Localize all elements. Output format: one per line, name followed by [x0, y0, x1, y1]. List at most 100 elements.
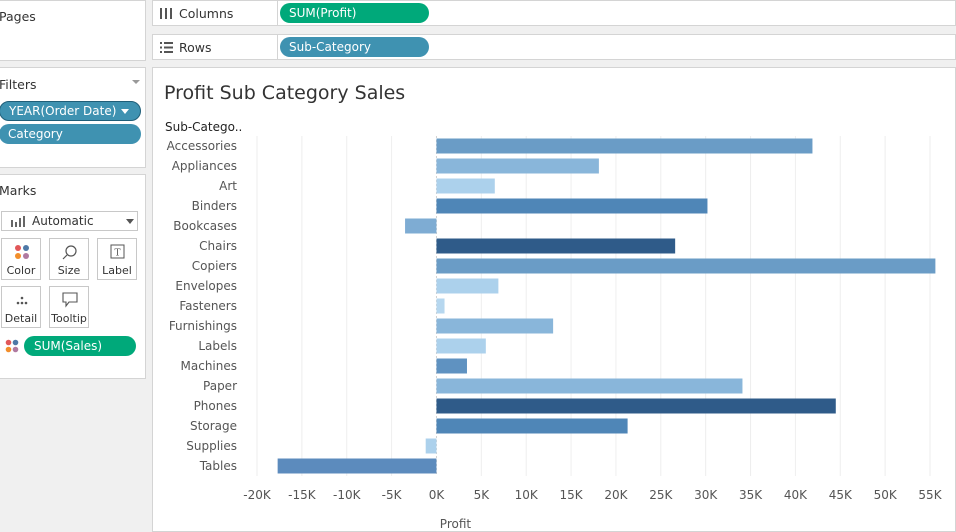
detail-dots-icon: [16, 296, 28, 305]
marks-title: Marks: [0, 183, 37, 198]
filter-pill-category[interactable]: Category: [0, 124, 141, 144]
x-tick-label: 35K: [739, 488, 763, 502]
columns-pill-sum-profit[interactable]: SUM(Profit): [280, 3, 429, 23]
bar: [436, 258, 936, 274]
filter-pill-year-order-date[interactable]: YEAR(Order Date): [0, 101, 141, 121]
category-label: Paper: [203, 379, 237, 393]
marks-color-label: Color: [6, 264, 36, 277]
bar: [436, 178, 495, 194]
category-label: Labels: [198, 339, 237, 353]
x-tick-label: 55K: [918, 488, 942, 502]
bar: [436, 378, 743, 394]
text-label-icon: T: [110, 244, 125, 259]
bar: [405, 218, 437, 234]
bar: [436, 418, 628, 434]
color-field-pill[interactable]: SUM(Sales): [24, 336, 136, 356]
bar: [436, 138, 813, 154]
marks-label-button[interactable]: T Label: [97, 238, 137, 280]
marks-color-button[interactable]: Color: [1, 238, 41, 280]
bar: [277, 458, 437, 474]
color-dots-icon: [5, 339, 19, 353]
x-tick-label: 30K: [694, 488, 718, 502]
rows-shelf: Rows Sub-Category: [152, 34, 956, 60]
x-tick-label: 20K: [604, 488, 628, 502]
category-label: Envelopes: [175, 279, 237, 293]
bar: [436, 278, 499, 294]
x-tick-label: -15K: [288, 488, 317, 502]
bar: [436, 338, 486, 354]
bar: [436, 158, 599, 174]
marks-card: Marks Automatic Color Size T Label D: [0, 174, 146, 379]
marks-detail-button[interactable]: Detail: [1, 286, 41, 328]
chevron-down-icon[interactable]: [132, 80, 140, 84]
columns-shelf-label: Columns: [179, 6, 234, 21]
category-label: Supplies: [186, 439, 237, 453]
svg-text:T: T: [114, 249, 120, 259]
pages-card: Pages: [0, 0, 146, 61]
x-tick-label: -5K: [382, 488, 403, 502]
x-tick-label: 10K: [515, 488, 539, 502]
shelf-divider: [277, 1, 278, 25]
color-dots-icon: [15, 245, 29, 259]
category-label: Storage: [190, 419, 237, 433]
category-label: Appliances: [172, 159, 237, 173]
rows-pill-sub-category[interactable]: Sub-Category: [280, 37, 429, 57]
category-label: Accessories: [167, 139, 237, 153]
x-tick-label: -20K: [243, 488, 272, 502]
sheet-title: Profit Sub Category Sales: [164, 82, 406, 104]
rows-icon: [160, 42, 173, 53]
bar: [425, 438, 437, 454]
mark-type-label: Automatic: [32, 214, 94, 228]
marks-size-button[interactable]: Size: [49, 238, 89, 280]
category-label: Tables: [199, 459, 237, 473]
x-tick-label: -10K: [333, 488, 362, 502]
bar: [436, 318, 554, 334]
color-field-label: SUM(Sales): [34, 339, 103, 353]
x-tick-label: 15K: [559, 488, 583, 502]
caret-down-icon[interactable]: [121, 109, 129, 114]
tooltip-icon: [62, 292, 78, 308]
filters-card: Filters YEAR(Order Date) Category: [0, 67, 146, 168]
bar: [436, 238, 676, 254]
category-label: Phones: [194, 399, 237, 413]
x-tick-label: 5K: [474, 488, 491, 502]
category-label: Chairs: [199, 239, 237, 253]
shelf-divider: [277, 35, 278, 59]
filters-title: Filters: [0, 77, 37, 92]
bar-chart: -20K -15K -10K -5K 0K 5K 10K 15K 20K 25K 30K 35K 40K…: [167, 136, 943, 531]
category-label: Copiers: [192, 259, 237, 273]
category-label: Binders: [192, 199, 237, 213]
row-header: Sub-Catego..: [165, 120, 243, 134]
marks-size-label: Size: [57, 264, 81, 277]
bar: [436, 398, 836, 414]
x-tick-label: 50K: [874, 488, 898, 502]
bar: [436, 298, 445, 314]
chevron-down-icon: [126, 219, 134, 224]
size-icon: [62, 245, 77, 260]
columns-pill-label: SUM(Profit): [289, 6, 357, 20]
category-label: Furnishings: [169, 319, 237, 333]
category-label: Bookcases: [173, 219, 237, 233]
bar-chart-icon: [11, 216, 25, 227]
x-tick-label: 45K: [829, 488, 853, 502]
marks-tooltip-button[interactable]: Tooltip: [49, 286, 89, 328]
filter-pill-label: Category: [8, 127, 63, 141]
x-tick-label: 25K: [649, 488, 673, 502]
category-label: Fasteners: [179, 299, 237, 313]
x-axis-title: Profit: [440, 517, 472, 531]
bar: [436, 198, 708, 214]
x-tick-label: 0K: [429, 488, 446, 502]
filter-pill-label: YEAR(Order Date): [9, 104, 117, 118]
marks-label-label: Label: [102, 264, 132, 277]
rows-shelf-label: Rows: [179, 40, 212, 55]
mark-type-dropdown[interactable]: Automatic: [1, 211, 138, 231]
rows-pill-label: Sub-Category: [289, 40, 371, 54]
columns-icon: [160, 8, 172, 19]
viz-view: Profit Sub Category Sales Sub-Catego.. -…: [152, 67, 956, 532]
marks-detail-label: Detail: [4, 312, 38, 325]
columns-shelf: Columns SUM(Profit): [152, 0, 956, 26]
marks-tooltip-label: Tooltip: [51, 312, 87, 325]
bar: [436, 358, 467, 374]
pages-title: Pages: [0, 9, 36, 24]
category-label: Machines: [181, 359, 237, 373]
